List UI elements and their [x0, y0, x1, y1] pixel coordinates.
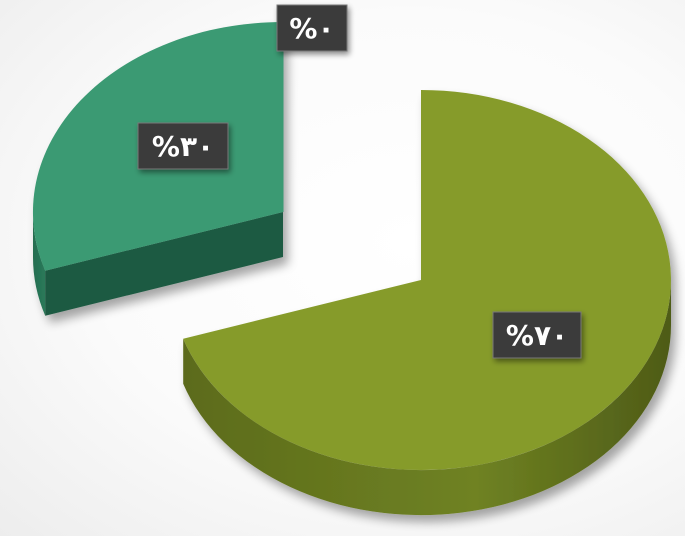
pie-slice-70-group — [183, 90, 671, 516]
data-label-0: %٠ — [276, 4, 348, 52]
pie-slice-70[interactable] — [183, 90, 671, 471]
pie-slice-30-wall — [45, 212, 284, 316]
data-label-text: %٣٠ — [152, 130, 214, 163]
data-label-30: %٣٠ — [137, 122, 229, 170]
data-label-box — [492, 311, 582, 359]
data-label-70: %٧٠ — [492, 311, 582, 359]
pie-slice-70-side — [183, 280, 671, 516]
data-label-text: %٠ — [289, 12, 334, 45]
data-label-text: %٧٠ — [506, 319, 568, 352]
data-label-box — [276, 4, 348, 52]
pie-slice-30-side — [32, 212, 46, 316]
data-label-box — [137, 122, 229, 170]
